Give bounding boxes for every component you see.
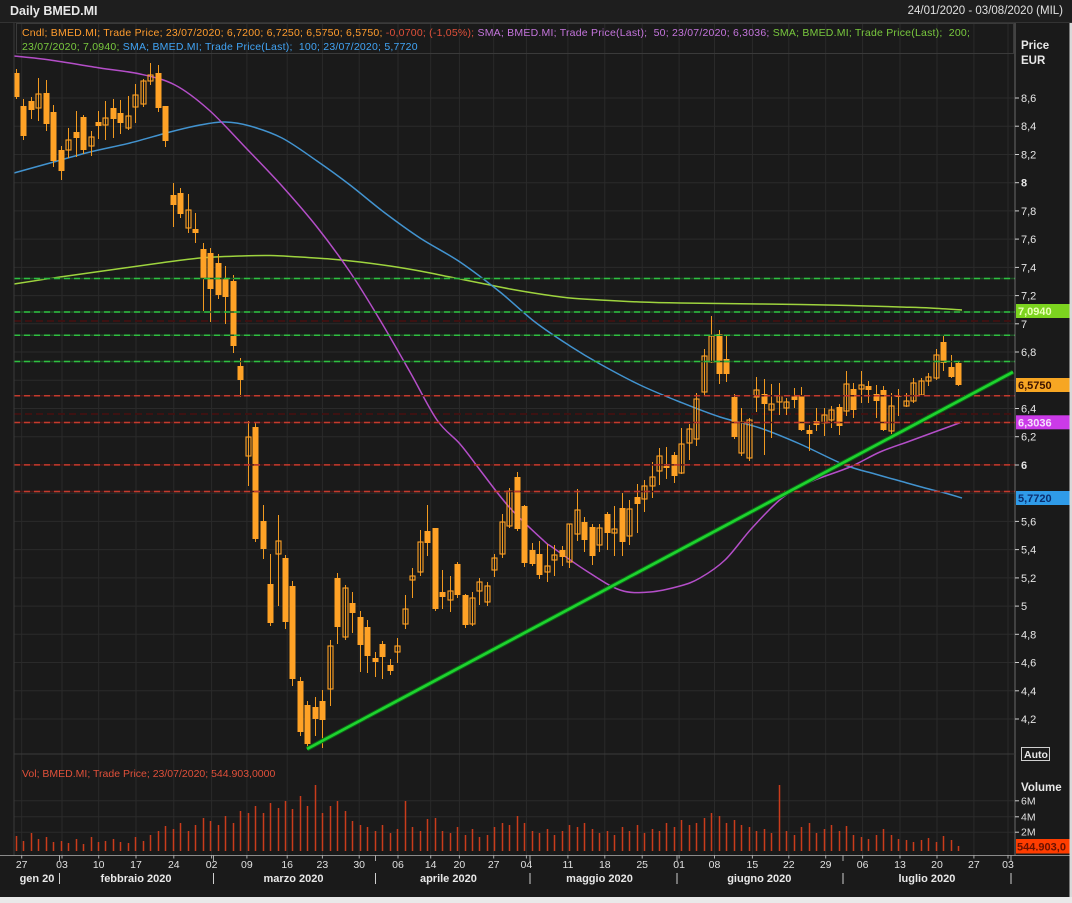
svg-text:24/01/2020 - 03/08/2020 (MIL): 24/01/2020 - 03/08/2020 (MIL) [908, 5, 1064, 17]
svg-text:5,2: 5,2 [1021, 573, 1036, 585]
svg-text:27: 27 [16, 859, 28, 871]
svg-text:Daily BMED.MI: Daily BMED.MI [10, 4, 98, 18]
svg-text:8,6: 8,6 [1021, 93, 1036, 105]
svg-text:8: 8 [1021, 178, 1027, 190]
svg-text:4M: 4M [1021, 811, 1036, 823]
svg-text:15: 15 [747, 859, 759, 871]
svg-text:7,4: 7,4 [1021, 262, 1036, 274]
svg-text:gen 20: gen 20 [20, 873, 55, 885]
svg-text:giugno 2020: giugno 2020 [727, 873, 791, 885]
svg-text:febbraio 2020: febbraio 2020 [101, 873, 172, 885]
svg-text:6M: 6M [1021, 795, 1036, 807]
svg-text:Cndl; BMED.MI; Trade Price; 23: Cndl; BMED.MI; Trade Price; 23/07/2020; … [22, 27, 970, 39]
svg-text:08: 08 [709, 859, 721, 871]
svg-text:maggio 2020: maggio 2020 [566, 873, 633, 885]
svg-text:Vol; BMED.MI; Trade Price; 23/: Vol; BMED.MI; Trade Price; 23/07/2020; 5… [22, 768, 275, 780]
svg-text:4,8: 4,8 [1021, 629, 1036, 641]
svg-text:8,2: 8,2 [1021, 150, 1036, 162]
svg-text:7,2: 7,2 [1021, 291, 1036, 303]
svg-text:4,4: 4,4 [1021, 686, 1036, 698]
svg-text:Auto: Auto [1024, 749, 1048, 761]
svg-text:544.903,0: 544.903,0 [1017, 842, 1066, 854]
svg-text:5,6: 5,6 [1021, 516, 1036, 528]
svg-text:16: 16 [281, 859, 293, 871]
svg-text:6,3036: 6,3036 [1018, 417, 1052, 429]
svg-text:5,4: 5,4 [1021, 545, 1036, 557]
svg-text:22: 22 [783, 859, 795, 871]
svg-text:03: 03 [56, 859, 68, 871]
svg-text:30: 30 [353, 859, 365, 871]
svg-text:25: 25 [636, 859, 648, 871]
svg-text:marzo 2020: marzo 2020 [264, 873, 324, 885]
svg-text:20: 20 [454, 859, 466, 871]
svg-text:8,4: 8,4 [1021, 121, 1036, 133]
svg-text:6,8: 6,8 [1021, 347, 1036, 359]
svg-text:27: 27 [488, 859, 500, 871]
svg-text:09: 09 [241, 859, 253, 871]
svg-text:luglio 2020: luglio 2020 [898, 873, 955, 885]
svg-text:17: 17 [130, 859, 142, 871]
svg-text:14: 14 [425, 859, 437, 871]
svg-text:23: 23 [317, 859, 329, 871]
svg-text:03: 03 [1002, 859, 1014, 871]
svg-text:5: 5 [1021, 601, 1027, 613]
svg-text:13: 13 [894, 859, 906, 871]
svg-text:5,7720: 5,7720 [1018, 493, 1052, 505]
svg-text:04: 04 [521, 859, 533, 871]
svg-text:4,2: 4,2 [1021, 714, 1036, 726]
svg-text:06: 06 [392, 859, 404, 871]
svg-text:7,0940: 7,0940 [1018, 306, 1052, 318]
svg-text:6,5750: 6,5750 [1018, 380, 1052, 392]
svg-text:27: 27 [968, 859, 980, 871]
svg-text:24: 24 [168, 859, 180, 871]
svg-text:10: 10 [93, 859, 105, 871]
svg-text:4,6: 4,6 [1021, 658, 1036, 670]
svg-text:7,6: 7,6 [1021, 234, 1036, 246]
svg-text:7: 7 [1021, 319, 1027, 331]
svg-text:6,2: 6,2 [1021, 432, 1036, 444]
svg-text:Volume: Volume [1021, 782, 1062, 794]
svg-text:EUR: EUR [1021, 55, 1046, 67]
svg-text:6: 6 [1021, 460, 1027, 472]
svg-text:23/07/2020; 7,0940; SMA; BMED.: 23/07/2020; 7,0940; SMA; BMED.MI; Trade … [22, 41, 418, 53]
svg-text:29: 29 [820, 859, 832, 871]
svg-text:2M: 2M [1021, 827, 1036, 839]
svg-text:02: 02 [206, 859, 218, 871]
svg-text:aprile 2020: aprile 2020 [420, 873, 477, 885]
svg-text:01: 01 [673, 859, 685, 871]
svg-text:06: 06 [857, 859, 869, 871]
svg-text:7,8: 7,8 [1021, 206, 1036, 218]
svg-text:Price: Price [1021, 40, 1049, 52]
svg-text:18: 18 [599, 859, 611, 871]
svg-text:6,4: 6,4 [1021, 404, 1036, 416]
svg-text:11: 11 [562, 859, 573, 871]
svg-text:20: 20 [931, 859, 943, 871]
